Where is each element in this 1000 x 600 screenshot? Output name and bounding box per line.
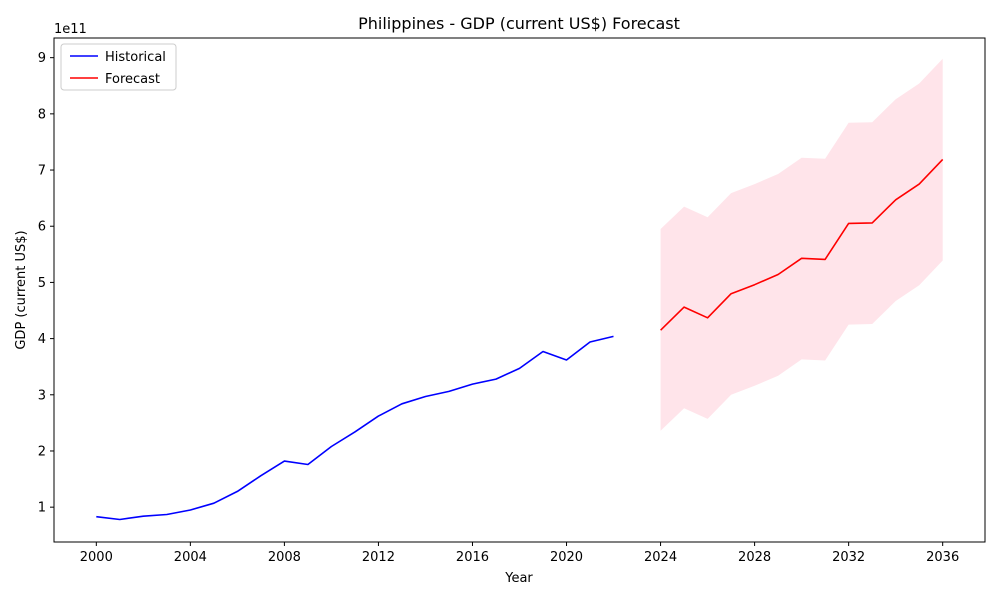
y-tick-label: 4	[38, 332, 46, 347]
x-tick-label: 2036	[926, 550, 959, 565]
y-tick-label: 6	[38, 220, 46, 235]
x-tick-label: 2016	[456, 550, 489, 565]
series-line-historical	[96, 335, 614, 521]
chart-title: Philippines - GDP (current US$) Forecast	[358, 14, 680, 33]
y-tick-label: 7	[38, 164, 46, 179]
y-axis-ticks: 1 2 3 4 5 6 7 8 9	[38, 51, 54, 516]
x-tick-label: 2020	[550, 550, 583, 565]
y-axis-label: GDP (current US$)	[14, 230, 29, 349]
x-axis-label: Year	[504, 571, 533, 586]
x-axis-ticks: 2000 2004 2008 2012 2016 2020 2024 2028 2032 2036	[80, 542, 959, 565]
x-tick-label: 2012	[362, 550, 395, 565]
y-multiplier-label: 1e11	[54, 22, 87, 37]
x-tick-label: 2024	[644, 550, 677, 565]
forecast-confidence-band	[660, 58, 943, 431]
y-tick-label: 3	[38, 388, 46, 403]
legend-label-historical: Historical	[105, 50, 166, 65]
x-tick-label: 2004	[174, 550, 207, 565]
y-tick-label: 1	[38, 501, 46, 516]
legend: Historical Forecast	[60, 43, 177, 91]
x-tick-label: 2000	[80, 550, 113, 565]
x-tick-label: 2008	[268, 550, 301, 565]
plot-area	[96, 58, 944, 521]
y-tick-label: 2	[38, 444, 46, 459]
x-tick-label: 2032	[832, 550, 865, 565]
series-line-forecast	[660, 158, 944, 331]
y-tick-label: 5	[38, 276, 46, 291]
x-tick-label: 2028	[738, 550, 771, 565]
plot-frame	[53, 37, 986, 543]
y-tick-label: 9	[38, 51, 46, 66]
legend-label-forecast: Forecast	[105, 72, 160, 87]
y-tick-label: 8	[38, 107, 46, 122]
